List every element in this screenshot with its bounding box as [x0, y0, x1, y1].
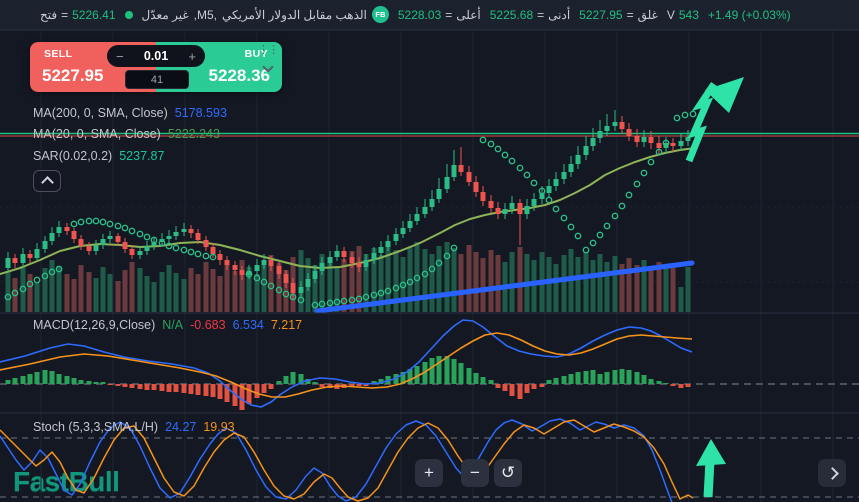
collapse-legend-button[interactable]: [33, 170, 61, 192]
equals-sign: =: [626, 7, 634, 22]
drag-handle-icon[interactable]: ⋮⋮: [258, 44, 279, 56]
fastbull-badge-icon: FB: [371, 6, 389, 23]
change-percent: +1.49 (+0.03%): [707, 7, 791, 22]
volume-label: V: [666, 7, 675, 22]
widget-controls: ⋮⋮: [258, 44, 279, 88]
ma200-value: 5178.593: [174, 106, 227, 120]
reset-icon: ↺: [500, 463, 516, 482]
reset-view-button[interactable]: ↺: [494, 459, 522, 487]
chart-header: فتح = 5226.41 غير معدّل ,M5, الذهب مقابل…: [0, 0, 859, 30]
macd-na-value: N/A: [162, 318, 184, 332]
increase-amount-button[interactable]: +: [188, 48, 196, 64]
open-value: 5226.41: [72, 7, 116, 22]
amount-stepper: − 0.01 +: [107, 45, 205, 67]
timeframe-label: ,M5,: [193, 7, 217, 22]
decrease-amount-button[interactable]: −: [116, 48, 124, 64]
zoom-in-button[interactable]: +: [415, 459, 443, 487]
macd-line-value: 6.534: [232, 318, 264, 332]
equals-sign: =: [61, 7, 69, 22]
symbol-block: غير معدّل ,M5, الذهب مقابل الدولار الأمر…: [142, 6, 389, 23]
sar-legend: SAR(0.02,0.2) 5237.87: [33, 149, 164, 163]
high-stat: 5228.03 = أعلى: [398, 8, 481, 22]
amount-value[interactable]: 0.01: [143, 49, 169, 63]
ma200-legend: MA(200, 0, SMA, Close) 5178.593: [33, 106, 227, 120]
open-stat: فتح = 5226.41: [40, 8, 116, 22]
open-label: فتح: [40, 7, 58, 22]
low-value: 5225.68: [489, 7, 534, 22]
buy-label: BUY: [244, 48, 268, 60]
macd-hist-value: -0.683: [190, 318, 226, 332]
close-label: غلق: [637, 7, 658, 22]
stoch-k-value: 24.27: [165, 420, 197, 434]
ma200-label: MA(200, 0, SMA, Close): [33, 106, 168, 120]
chevron-right-icon: [825, 466, 839, 480]
sell-price: 5227.95: [42, 66, 104, 85]
spread-badge: 41: [125, 70, 189, 89]
sar-value: 5237.87: [119, 149, 165, 163]
buy-price: 5228.36: [208, 66, 270, 85]
equals-sign: =: [445, 7, 453, 22]
trade-widget: SELL 5227.95 BUY 5228.36 − 0.01 + 41: [30, 42, 282, 92]
low-stat: 5225.68 = أدنى: [490, 8, 570, 22]
scroll-right-button[interactable]: [818, 459, 846, 487]
plus-icon: +: [424, 463, 434, 482]
sell-label: SELL: [44, 48, 73, 60]
equals-sign: =: [537, 7, 545, 22]
macd-signal-value: 7.217: [270, 318, 303, 332]
sar-label: SAR(0.02,0.2): [33, 149, 113, 163]
market-status-dot-icon: [124, 10, 133, 19]
minus-icon: −: [470, 463, 480, 482]
symbol-title: الذهب مقابل الدولار الأمريكي: [221, 7, 367, 22]
macd-legend: MACD(12,26,9,Close) N/A -0.683 6.534 7.2…: [33, 318, 302, 332]
stoch-legend: Stoch (5,3,3,SMA,L/H) 24.27 19.93: [33, 420, 235, 434]
chevron-up-icon: [40, 176, 54, 189]
stoch-d-value: 19.93: [203, 420, 235, 434]
volume-value: 543: [678, 7, 699, 22]
low-label: أدنى: [548, 7, 571, 22]
ma20-legend: MA(20, 0, SMA, Close) 5222.243: [33, 127, 220, 141]
high-label: أعلى: [456, 7, 481, 22]
stoch-label: Stoch (5,3,3,SMA,L/H): [33, 420, 159, 434]
chevron-down-icon[interactable]: [262, 61, 274, 73]
zoom-out-button[interactable]: −: [461, 459, 489, 487]
volume-stat: V 543: [667, 8, 699, 22]
close-stat: 5227.95 = غلق: [579, 8, 658, 22]
ma20-value: 5222.243: [167, 127, 220, 141]
macd-label: MACD(12,26,9,Close): [33, 318, 156, 332]
ma20-label: MA(20, 0, SMA, Close): [33, 127, 161, 141]
high-value: 5228.03: [397, 7, 442, 22]
close-value: 5227.95: [579, 7, 623, 22]
adjustment-status: غير معدّل: [141, 7, 189, 22]
